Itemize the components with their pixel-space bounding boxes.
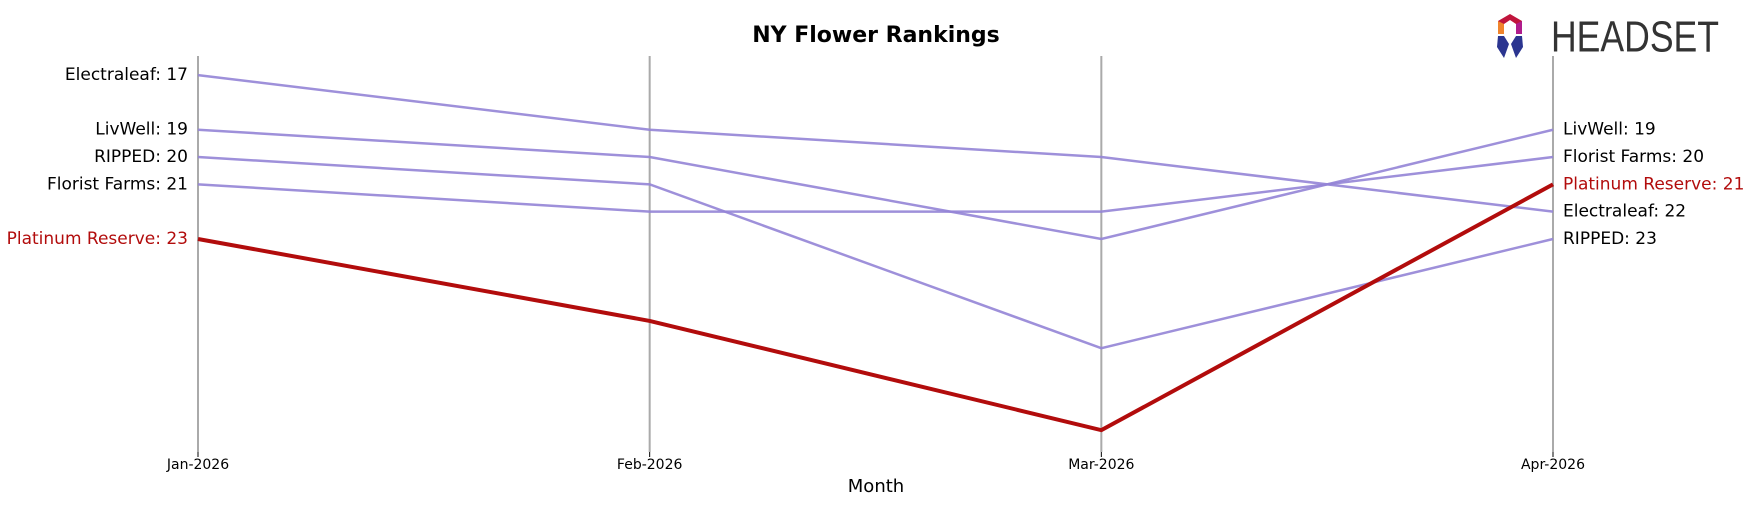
series-label: Florist Farms: 20	[1563, 147, 1704, 167]
x-tick-label: Mar-2026	[1068, 457, 1134, 473]
series-line	[197, 155, 1554, 350]
series-line	[197, 182, 1554, 433]
series-label: RIPPED: 20	[94, 147, 188, 167]
series-label: Platinum Reserve: 21	[1563, 174, 1744, 194]
x-tick-label: Feb-2026	[617, 457, 683, 473]
x-tick-label: Jan-2026	[166, 457, 229, 473]
series-label: LivWell: 19	[1563, 120, 1656, 140]
x-axis-label: Month	[848, 476, 904, 497]
series-label: Florist Farms: 21	[47, 174, 188, 194]
series-label: RIPPED: 23	[1563, 229, 1657, 249]
logo-icon	[1497, 36, 1509, 58]
logo-icon	[1511, 36, 1523, 58]
series-label: LivWell: 19	[95, 120, 188, 140]
series-label: Platinum Reserve: 23	[7, 229, 188, 249]
series-line	[197, 155, 1554, 213]
chart-title: NY Flower Rankings	[752, 23, 1000, 48]
logo: HEADSET	[1497, 13, 1719, 62]
series-line	[197, 128, 1554, 241]
series-label: Electraleaf: 17	[65, 65, 188, 85]
logo-icon	[1516, 21, 1522, 34]
series-line	[197, 73, 1554, 213]
logo-text: HEADSET	[1551, 13, 1719, 62]
logo-icon	[1498, 21, 1504, 34]
series-label: Electraleaf: 22	[1563, 202, 1686, 222]
x-tick-label: Apr-2026	[1521, 457, 1585, 473]
